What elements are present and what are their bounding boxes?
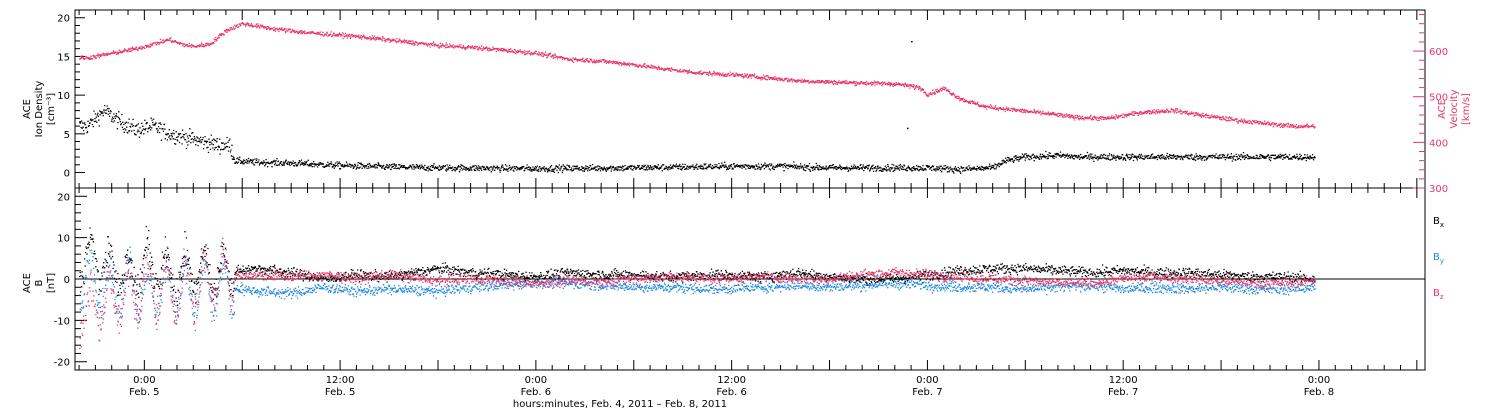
velocity-tick-label: 600 — [1429, 47, 1448, 58]
bx-points — [79, 225, 1316, 313]
velocity-axis-label: [km/s] — [1461, 93, 1472, 125]
x-tick-date-label: Feb. 5 — [325, 387, 355, 398]
velocity-tick-label: 300 — [1429, 184, 1448, 195]
legend-bz: Bz — [1433, 288, 1444, 301]
b-axis-label: [nT] — [46, 273, 57, 293]
x-tick-time-label: 0:00 — [133, 375, 155, 386]
density-points — [79, 104, 1316, 175]
legend-main-label: B — [1433, 216, 1440, 227]
x-tick-date-label: Feb. 6 — [521, 387, 551, 398]
b-tick-label: -20 — [54, 358, 70, 369]
b-tick-label: 10 — [57, 234, 70, 245]
legend-main-label: B — [1433, 288, 1440, 299]
x-tick-time-label: 0:00 — [1308, 375, 1330, 386]
bz-points — [79, 237, 1316, 350]
velocity-tick-label: 400 — [1429, 138, 1448, 149]
by-points — [79, 238, 1316, 332]
legend-sub-label: z — [1440, 293, 1444, 301]
x-tick-time-label: 12:00 — [326, 375, 355, 386]
density-outlier-point — [907, 127, 909, 130]
b-tick-label: 0 — [64, 275, 70, 286]
x-axis-title: hours:minutes, Feb. 4, 2011 – Feb. 8, 20… — [513, 399, 727, 410]
x-tick-date-label: Feb. 7 — [912, 387, 942, 398]
b-tick-label: -10 — [54, 316, 70, 327]
legend-sub-label: y — [1440, 257, 1444, 265]
density-tick-label: 10 — [57, 91, 70, 102]
density-tick-label: 20 — [57, 14, 70, 25]
density-axis-label: ACE — [22, 99, 33, 119]
legend-sub-label: x — [1440, 221, 1444, 229]
legend-by: By — [1433, 252, 1444, 265]
velocity-points — [79, 22, 1316, 129]
legend-main-label: B — [1433, 252, 1440, 263]
b-tick-label: 20 — [57, 192, 70, 203]
x-tick-time-label: 0:00 — [916, 375, 938, 386]
x-tick-date-label: Feb. 5 — [129, 387, 159, 398]
velocity-axis-label: Velocity — [1449, 89, 1460, 128]
velocity-axis-label: ACE — [1437, 99, 1448, 119]
x-tick-time-label: 12:00 — [1109, 375, 1138, 386]
x-tick-date-label: Feb. 7 — [1108, 387, 1138, 398]
density-tick-label: 5 — [64, 130, 70, 141]
velocity-tick-label: 500 — [1429, 93, 1448, 104]
legend-bx: Bx — [1433, 216, 1444, 229]
density-outlier-point — [911, 40, 913, 43]
x-tick-time-label: 12:00 — [717, 375, 746, 386]
x-tick-date-label: Feb. 8 — [1304, 387, 1334, 398]
density-tick-label: 15 — [57, 52, 70, 63]
b-axis-label: B — [34, 279, 45, 286]
b-axis-label: ACE — [22, 273, 33, 293]
density-axis-label: [cm⁻³] — [46, 93, 57, 125]
density-tick-label: 0 — [64, 169, 70, 180]
x-tick-date-label: Feb. 6 — [716, 387, 746, 398]
density-axis-label: Ion Density — [34, 81, 45, 138]
x-tick-time-label: 0:00 — [525, 375, 547, 386]
